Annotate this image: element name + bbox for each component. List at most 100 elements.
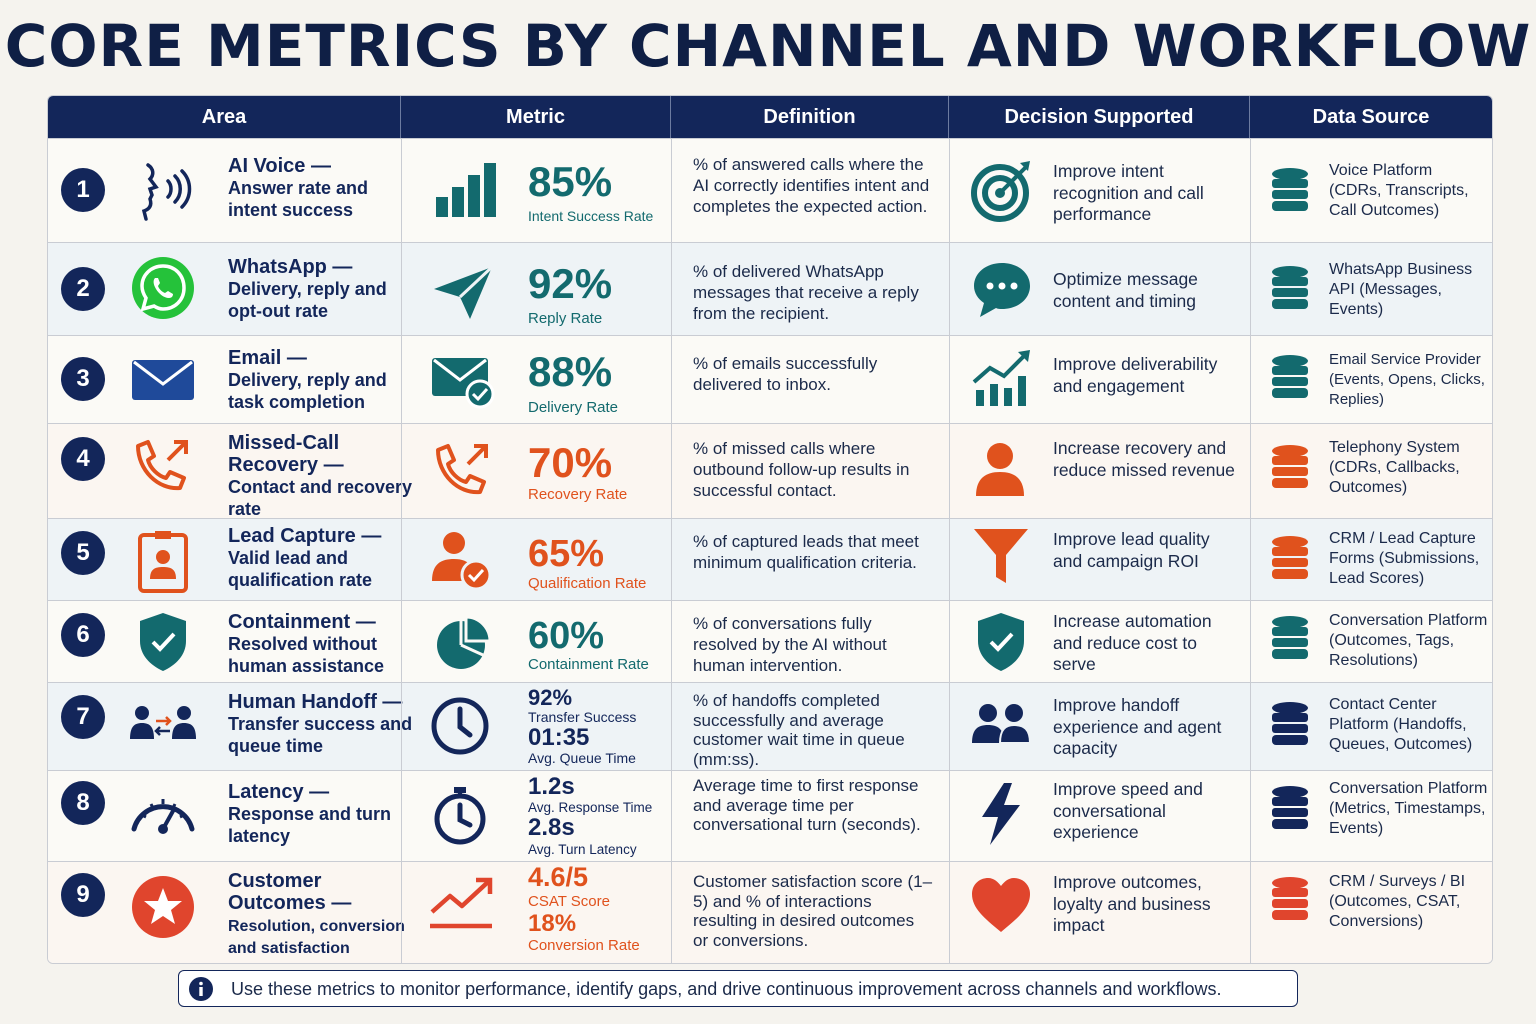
metric-value: 88% [528, 348, 613, 395]
metric-value: 1.2s [528, 773, 575, 800]
metric-label: Transfer Success [528, 709, 637, 725]
table-row: 9 Customer Outcomes — Resolution, convers… [48, 861, 1492, 963]
info-note: Use these metrics to monitor performance… [178, 970, 1298, 1007]
definition: % of missed calls where outbound follow-… [693, 439, 910, 500]
phone-callback-icon [436, 444, 488, 495]
row-number: 8 [61, 781, 105, 825]
area-subtitle: Contact and recovery rate [228, 477, 413, 519]
metric-label: Avg. Response Time [528, 800, 653, 815]
definition: % of handoffs completed successfully and… [693, 691, 905, 769]
target-icon [971, 161, 1030, 222]
data-source: CRM / Lead Capture Forms (Submissions, L… [1329, 530, 1480, 587]
area-subtitle: Answer rate and intent success [228, 178, 369, 220]
definition: % of emails successfully delivered to in… [693, 354, 878, 394]
area-title: Latency — [228, 781, 330, 803]
area-subtitle: Response and turn latency [228, 804, 392, 846]
voice-icon [141, 163, 192, 221]
table-header: Area Metric Definition Decision Supporte… [48, 96, 1492, 138]
metric-value-secondary: 2.8s [528, 814, 575, 841]
table-row: 6 Containment — Resolved without human as… [48, 600, 1492, 682]
area-cell: Lead Capture — Valid lead and qualificati… [228, 525, 418, 591]
row-number: 3 [61, 357, 105, 401]
area-title: Missed-Call Recovery — [228, 432, 344, 476]
row-number: 4 [61, 437, 105, 481]
decision: Improve outcomes, loyalty and business i… [1053, 872, 1211, 935]
column-divider [401, 138, 402, 963]
header-metric: Metric [401, 96, 671, 138]
header-source: Data Source [1312, 106, 1430, 128]
definition: % of answered calls where the AI correct… [693, 155, 930, 216]
star-icon [132, 876, 194, 938]
metric-value-secondary: 18% [528, 910, 577, 937]
area-cell: Missed-Call Recovery — Contact and recove… [228, 432, 418, 520]
area-cell: Customer Outcomes — Resolution, conversio… [228, 870, 418, 958]
person-check-icon [432, 532, 492, 591]
database-icon [1272, 266, 1308, 309]
handoff-icon [130, 706, 196, 739]
row-number: 9 [61, 873, 105, 917]
metrics-table: Area Metric Definition Decision Supporte… [47, 95, 1493, 964]
growth-chart-icon [972, 350, 1030, 406]
shield-check-icon [140, 613, 186, 671]
database-icon [1272, 536, 1308, 579]
table-row: 8 Latency — Response and turn latency 1.2… [48, 770, 1492, 861]
note-text: Use these metrics to monitor performance… [231, 979, 1222, 999]
area-title: WhatsApp — [228, 256, 353, 278]
metric-label: Intent Success Rate [528, 208, 654, 224]
funnel-icon [974, 529, 1028, 583]
area-title: Containment — [228, 611, 376, 633]
metric-label-secondary: Avg. Turn Latency [528, 842, 637, 857]
area-cell: Latency — Response and turn latency [228, 781, 418, 847]
row-number: 6 [61, 613, 105, 657]
area-title: Human Handoff — [228, 691, 403, 713]
data-source: Contact Center Platform (Handoffs, Queue… [1329, 696, 1473, 753]
metric-value: 65% [528, 533, 605, 575]
header-area: Area [48, 96, 401, 138]
database-icon [1272, 168, 1308, 211]
area-title: Email — [228, 347, 307, 369]
lightning-icon [982, 783, 1020, 845]
heart-icon [972, 878, 1030, 932]
definition: % of conversations fully resolved by the… [693, 614, 887, 675]
definition: Customer satisfaction score (1–5) and % … [693, 872, 933, 950]
data-source: Conversation Platform (Outcomes, Tags, R… [1329, 612, 1488, 669]
area-title: AI Voice — [228, 155, 331, 177]
header-definition: Definition [671, 96, 949, 138]
table-row: 2 WhatsApp — Delivery, reply and opt-out … [48, 242, 1492, 335]
area-subtitle: Resolved without human assistance [228, 634, 385, 676]
decision: Increase recovery and reduce missed reve… [1053, 438, 1235, 480]
envelope-icon [132, 360, 194, 400]
decision: Improve handoff experience and agent cap… [1053, 695, 1222, 758]
column-divider [949, 138, 950, 963]
metric-label: Containment Rate [528, 656, 649, 673]
shield-check-icon [978, 613, 1024, 671]
metric-label-secondary: Avg. Queue Time [528, 750, 636, 766]
area-cell: AI Voice — Answer rate and intent success [228, 155, 418, 221]
table-row: 7 Human Handoff — Transfer success and qu… [48, 682, 1492, 770]
table-row: 1 AI Voice — Answer rate and intent succe… [48, 138, 1492, 242]
decision: Improve deliverability and engagement [1053, 354, 1218, 396]
row-number: 2 [61, 267, 105, 311]
area-subtitle: Transfer success and queue time [228, 714, 413, 756]
pie-chart-icon [437, 615, 492, 669]
metric-value: 92% [528, 685, 573, 710]
database-icon [1272, 702, 1308, 745]
metric-value-secondary: 01:35 [528, 724, 590, 751]
data-source: Email Service Provider (Events, Opens, C… [1329, 351, 1485, 408]
people-icon [972, 704, 1032, 744]
decision: Improve intent recognition and call perf… [1053, 161, 1204, 224]
metric-label: Reply Rate [528, 310, 603, 327]
area-title: Lead Capture — [228, 525, 382, 547]
data-source: CRM / Surveys / BI (Outcomes, CSAT, Conv… [1329, 873, 1466, 930]
metric-value: 85% [528, 158, 613, 205]
id-badge-icon [138, 531, 188, 593]
metric-value: 70% [528, 439, 613, 486]
database-icon [1272, 355, 1308, 398]
gauge-icon [131, 799, 195, 834]
stopwatch-icon [434, 787, 486, 845]
area-subtitle: Resolution, conversion and satisfaction [228, 918, 405, 957]
area-subtitle: Valid lead and qualification rate [228, 548, 373, 590]
area-title: Customer Outcomes — [228, 870, 352, 914]
area-subtitle: Delivery, reply and opt-out rate [228, 279, 387, 321]
metric-label: Delivery Rate [528, 399, 619, 416]
